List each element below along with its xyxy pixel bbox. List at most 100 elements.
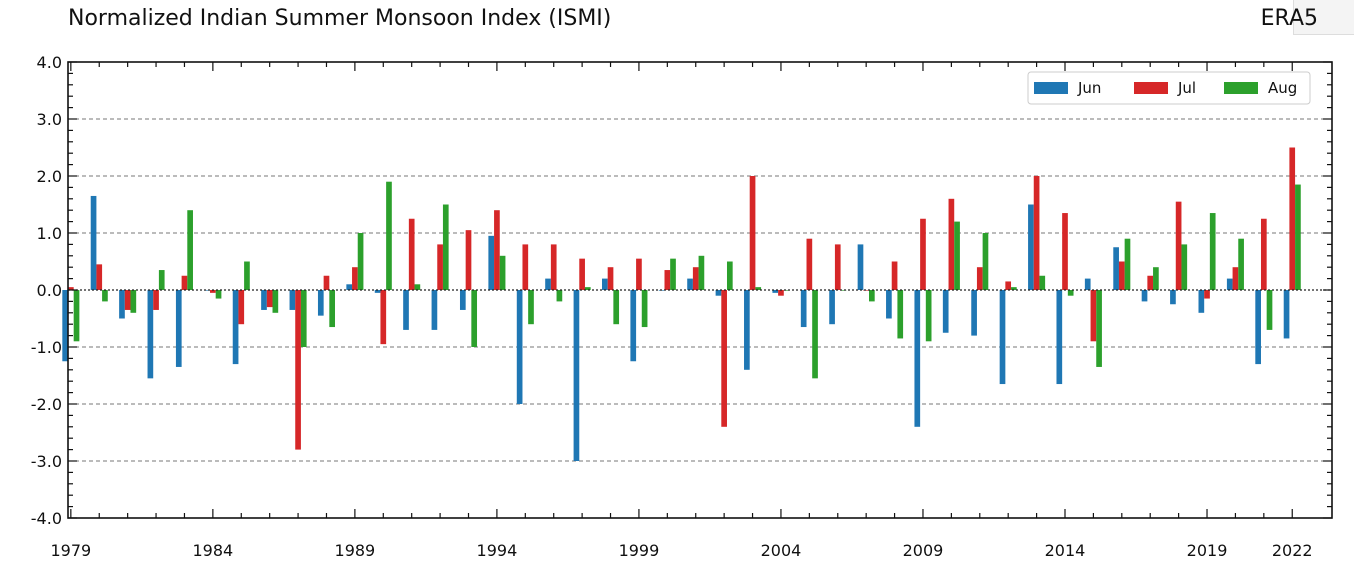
y-tick-label: 0.0 [37, 281, 62, 300]
bar-jul-1987 [295, 290, 301, 450]
bar-jun-2013 [1028, 204, 1034, 290]
bar-jun-1990 [374, 290, 381, 293]
bar-aug-2016 [1124, 238, 1131, 290]
bar-jul-1986 [266, 290, 273, 308]
bar-aug-1980 [102, 290, 108, 302]
bar-jun-1986 [261, 290, 267, 310]
bar-jun-1983 [175, 290, 182, 367]
bar-aug-2000 [670, 258, 676, 290]
bar-jun-2022 [1283, 290, 1290, 339]
bar-jun-2014 [1056, 290, 1063, 385]
bar-jul-1982 [153, 290, 159, 310]
bar-aug-1983 [187, 210, 193, 290]
y-tick-label: 2.0 [37, 167, 62, 186]
bar-jul-2009 [920, 218, 926, 290]
bar-jun-1988 [317, 290, 324, 316]
bar-jul-2008 [891, 261, 898, 290]
bar-jun-1994 [488, 235, 495, 290]
bar-jul-1997 [579, 258, 585, 290]
bar-jul-1996 [550, 244, 557, 290]
window-corner [1293, 0, 1354, 35]
bar-aug-2011 [982, 233, 989, 290]
bar-aug-2020 [1238, 238, 1244, 290]
bar-jun-2005 [800, 290, 807, 328]
bar-aug-1988 [329, 290, 336, 328]
bar-jun-2006 [829, 290, 835, 325]
bar-jun-1993 [459, 290, 466, 310]
bar-jul-1985 [238, 290, 245, 325]
bar-jun-1995 [516, 290, 523, 404]
y-tick-label: 4.0 [37, 53, 62, 72]
bar-jul-2006 [834, 244, 841, 290]
bar-jun-2016 [1113, 247, 1119, 290]
bar-jul-2017 [1147, 275, 1154, 290]
bar-jun-2003 [744, 290, 750, 370]
y-tick-label: 1.0 [37, 224, 62, 243]
bar-aug-1984 [215, 290, 222, 299]
bar-jun-2010 [942, 290, 949, 333]
bar-jun-2021 [1255, 290, 1261, 365]
y-tick-label: -1.0 [31, 338, 62, 357]
bar-aug-1986 [272, 290, 279, 313]
bar-jul-2018 [1175, 201, 1182, 290]
legend-label-jul: Jul [1177, 79, 1196, 97]
legend-label-jun: Jun [1077, 79, 1101, 97]
bar-aug-1987 [300, 290, 307, 347]
bar-aug-2005 [812, 290, 818, 379]
bar-aug-2003 [755, 287, 762, 290]
bar-aug-2017 [1153, 267, 1159, 290]
bar-jul-2005 [806, 238, 813, 290]
bar-jun-1996 [545, 278, 551, 290]
bar-jun-1982 [147, 290, 154, 379]
bar-aug-1996 [556, 290, 563, 302]
bar-aug-2021 [1266, 290, 1273, 330]
bar-aug-2001 [698, 255, 705, 290]
y-tick-label: 3.0 [37, 110, 62, 129]
bar-aug-1993 [471, 290, 478, 347]
bar-jun-2009 [914, 290, 921, 427]
bar-jun-2019 [1198, 290, 1205, 313]
y-tick-label: -2.0 [31, 395, 62, 414]
bar-aug-1997 [584, 287, 591, 290]
bar-jul-2004 [778, 290, 784, 296]
x-tick-label: 2022 [1272, 541, 1313, 560]
bar-jun-1999 [630, 290, 637, 362]
bar-jul-2011 [976, 267, 983, 290]
bar-jun-2015 [1084, 278, 1091, 290]
bar-jun-1984 [204, 290, 211, 291]
bar-jul-1998 [607, 267, 614, 290]
bar-aug-1994 [499, 255, 506, 290]
bar-jun-2018 [1170, 290, 1176, 305]
bar-jul-1989 [352, 267, 358, 290]
bar-aug-1981 [130, 290, 137, 313]
bar-aug-1979 [73, 290, 80, 342]
bar-aug-2019 [1209, 213, 1216, 290]
bar-jun-1980 [90, 195, 97, 290]
bar-jul-2020 [1232, 267, 1239, 290]
bars [62, 147, 1301, 461]
bar-aug-1999 [641, 290, 648, 328]
bar-jul-2010 [948, 198, 955, 290]
bar-aug-1982 [158, 270, 165, 290]
bar-jul-1993 [465, 230, 472, 290]
bar-jun-2020 [1226, 278, 1233, 290]
bar-jun-2011 [971, 290, 977, 336]
y-tick-label: -3.0 [31, 452, 62, 471]
bar-jul-2014 [1062, 213, 1068, 290]
bar-jun-1992 [431, 290, 438, 330]
bar-jul-2019 [1204, 290, 1210, 299]
bar-aug-2006 [840, 290, 847, 291]
grid-lines [68, 118, 1332, 462]
bar-jul-1980 [96, 264, 103, 290]
bar-jul-2000 [664, 270, 671, 290]
bar-jul-2003 [749, 176, 756, 290]
bar-jun-1997 [573, 290, 580, 461]
bar-aug-2008 [897, 290, 904, 339]
bar-jul-2007 [863, 290, 870, 291]
x-tick-label: 1979 [50, 541, 91, 560]
bar-aug-2014 [1067, 290, 1074, 296]
bar-aug-2007 [869, 290, 875, 302]
bar-jul-2021 [1260, 218, 1267, 290]
bar-aug-2009 [925, 290, 932, 342]
